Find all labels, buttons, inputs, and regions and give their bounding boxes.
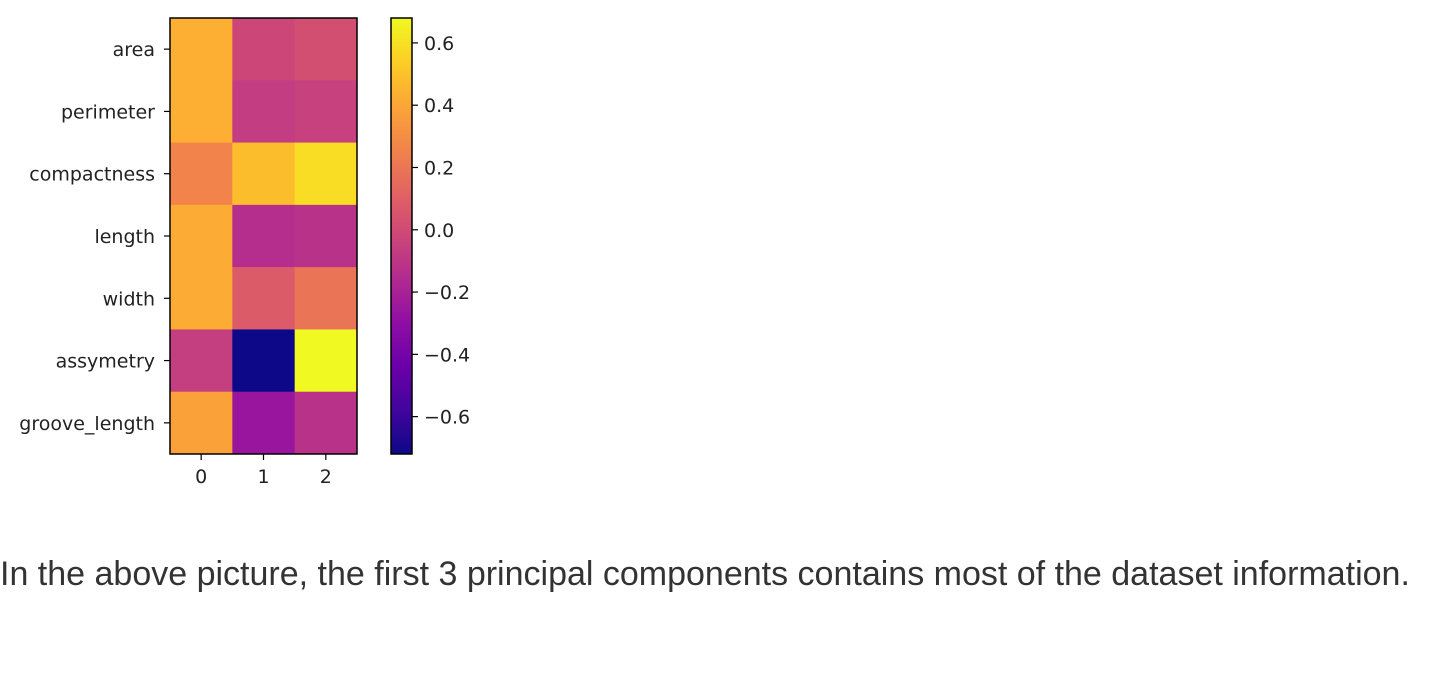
heatmap-cell — [294, 204, 358, 268]
heatmap-cell — [294, 267, 358, 330]
colorbar — [390, 17, 413, 455]
heatmap-cell — [232, 391, 296, 455]
colorbar-tick-label: 0.6 — [424, 33, 454, 55]
heatmap-cell — [170, 391, 233, 455]
heatmap-cell — [170, 267, 233, 330]
y-tick-label: assymetry — [56, 351, 155, 373]
heatmap-cell — [232, 267, 296, 330]
colorbar-tick-label: −0.6 — [424, 407, 470, 429]
colorbar-tick-label: −0.2 — [424, 282, 470, 304]
x-tick-label: 2 — [320, 466, 332, 488]
colorbar-tick-label: 0.4 — [424, 95, 454, 117]
heatmap-cell — [232, 80, 296, 144]
heatmap-cell — [170, 80, 233, 144]
heatmap-cell — [232, 204, 296, 268]
y-tick-label: groove_length — [19, 413, 155, 435]
heatmap-cell — [294, 142, 358, 206]
heatmap-cell — [170, 329, 233, 393]
heatmap-cell — [170, 204, 233, 268]
heatmap-cell — [170, 18, 233, 81]
heatmap-cell — [232, 142, 296, 206]
heatmap-cells — [170, 18, 358, 455]
colorbar-tick-label: −0.4 — [424, 344, 470, 366]
x-tick-label: 1 — [257, 466, 269, 488]
caption-text: In the above picture, the first 3 princi… — [0, 555, 1410, 593]
heatmap-cell — [294, 329, 358, 393]
x-tick-label: 0 — [195, 466, 207, 488]
x-axis: 0 1 2 — [195, 454, 332, 488]
y-tick-label: perimeter — [61, 101, 155, 123]
y-tick-label: compactness — [29, 164, 155, 186]
heatmap-cell — [170, 142, 233, 206]
heatmap-cell — [232, 18, 296, 81]
heatmap-cell — [294, 18, 358, 81]
y-axis: area perimeter compactness length width assym… — [19, 39, 170, 435]
heatmap-cell — [232, 329, 296, 393]
colorbar-tick-label: 0.0 — [424, 220, 454, 242]
y-tick-label: width — [103, 288, 155, 310]
pca-components-heatmap: area perimeter compactness length width assym… — [19, 17, 470, 488]
y-tick-label: area — [113, 39, 155, 61]
heatmap-cell — [294, 80, 358, 144]
heatmap-cell — [294, 391, 358, 455]
colorbar-tick-label: 0.2 — [424, 157, 454, 179]
colorbar-ticks: 0.6 0.4 0.2 0.0 −0.2 −0.4 −0.6 — [412, 33, 470, 429]
y-tick-label: length — [94, 226, 155, 248]
